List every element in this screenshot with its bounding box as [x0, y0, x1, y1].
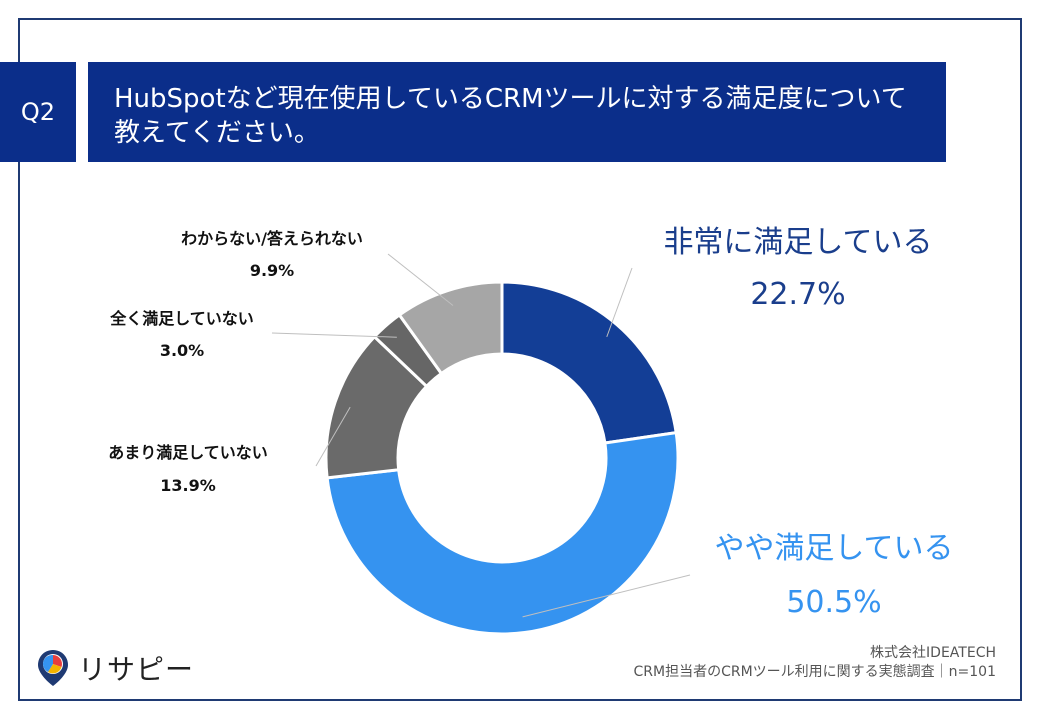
question-title-line-2: 教えてください。	[114, 118, 320, 148]
question-title: HubSpotなど現在使用しているCRMツールに対する満足度について 教えてくだ…	[88, 62, 946, 162]
leader-lines	[271, 253, 691, 618]
slice-label-not-at-all-satisfied: 全く満足していない	[109, 309, 254, 328]
leader-line-dont-know	[387, 253, 454, 306]
slice-very-satisfied	[500, 280, 678, 445]
map-pin-pie-icon	[38, 650, 68, 686]
slice-dont-know	[397, 280, 504, 376]
slice-value-somewhat-satisfied: 50.5%	[786, 585, 881, 620]
slice-label-somewhat-satisfied: やや満足している	[714, 531, 953, 566]
leader-line-not-very-satisfied	[315, 406, 351, 467]
slice-label-very-satisfied: 非常に満足している	[663, 225, 932, 260]
slice-value-not-at-all-satisfied: 3.0%	[160, 341, 204, 360]
slice-label-not-very-satisfied: あまり満足していない	[108, 443, 268, 462]
source-company: 株式会社IDEATECH	[870, 645, 996, 661]
slice-label-dont-know: わからない/答えられない	[181, 229, 363, 248]
source-survey: CRM担当者のCRMツール利用に関する実態調査｜n=101	[633, 664, 997, 680]
brand-name: リサピー	[78, 653, 195, 686]
source-note: 株式会社IDEATECH CRM担当者のCRMツール利用に関する実態調査｜n=1…	[634, 644, 997, 682]
brand-logo: リサピー	[36, 648, 194, 688]
leader-line-very-satisfied	[606, 267, 633, 338]
slice-somewhat-satisfied	[325, 430, 680, 636]
donut-slices	[324, 280, 680, 636]
leader-line-somewhat-satisfied	[522, 574, 691, 618]
question-number: Q2	[20, 98, 56, 126]
slice-value-very-satisfied: 22.7%	[750, 277, 845, 312]
slice-labels: 非常に満足している 22.7% やや満足している 50.5% あまり満足していない 13.…	[108, 225, 953, 620]
leader-line-not-at-all-satisfied	[271, 332, 397, 338]
chart-frame	[18, 18, 1022, 701]
slice-value-not-very-satisfied: 13.9%	[160, 476, 216, 495]
question-title-line-1: HubSpotなど現在使用しているCRMツールに対する満足度について	[114, 84, 907, 114]
question-badge: Q2	[0, 62, 76, 162]
slice-value-dont-know: 9.9%	[250, 261, 294, 280]
